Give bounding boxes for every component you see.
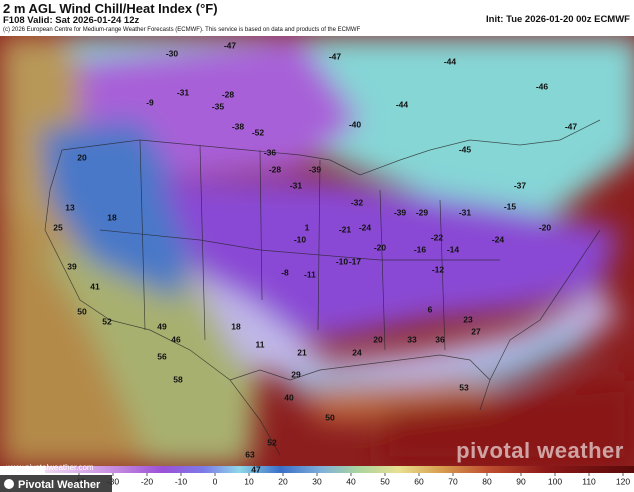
map-value-label: -46 bbox=[536, 81, 549, 91]
map-value-label: 39 bbox=[67, 261, 77, 271]
map-value-label: -32 bbox=[351, 197, 364, 207]
map-value-label: 56 bbox=[157, 351, 167, 361]
map-value-label: -28 bbox=[269, 164, 282, 174]
map-value-label: -39 bbox=[394, 207, 407, 217]
colorbar-tick-label: 10 bbox=[244, 476, 254, 486]
logo: Pivotal Weather bbox=[18, 479, 101, 491]
website: www.pivotalweather.com bbox=[5, 463, 94, 472]
colorbar-tick-label: 80 bbox=[482, 476, 492, 486]
map-value-label: -21 bbox=[339, 224, 352, 234]
map-value-label: -20 bbox=[539, 222, 552, 232]
map-value-label: 20 bbox=[373, 334, 383, 344]
map-value-label: -37 bbox=[514, 180, 527, 190]
map-value-label: 18 bbox=[231, 321, 241, 331]
map-value-label: -17 bbox=[349, 256, 362, 266]
map-value-label: 27 bbox=[471, 326, 481, 336]
map-value-label: -35 bbox=[212, 101, 225, 111]
map-value-label: -22 bbox=[431, 232, 444, 242]
colorbar-tick-label: 100 bbox=[548, 476, 562, 486]
map-value-label: -47 bbox=[565, 121, 578, 131]
colorbar-tick-label: 110 bbox=[582, 476, 596, 486]
init-time: Init: Tue 2026-01-20 00z ECMWF bbox=[486, 14, 630, 25]
map-value-label: -39 bbox=[309, 164, 322, 174]
colorbar-tick-label: -10 bbox=[175, 476, 188, 486]
map-value-label: -47 bbox=[329, 51, 342, 61]
colorbar-tick-label: 120 bbox=[616, 476, 630, 486]
map-value-label: 29 bbox=[291, 369, 301, 379]
map-value-label: 25 bbox=[53, 222, 63, 232]
colorbar-tick-label: 0 bbox=[213, 476, 218, 486]
map-value-label: -10 bbox=[294, 234, 307, 244]
map-value-label: -30 bbox=[166, 48, 179, 58]
map-value-label: -16 bbox=[414, 244, 427, 254]
map-value-label: 40 bbox=[284, 392, 294, 402]
map-value-label: 41 bbox=[90, 281, 100, 291]
map-value-label: -31 bbox=[459, 207, 472, 217]
map-value-label: 52 bbox=[267, 437, 277, 447]
colorbar-tick-label: -20 bbox=[141, 476, 154, 486]
map-value-label: 50 bbox=[77, 306, 87, 316]
map-value-label: 49 bbox=[157, 321, 167, 331]
map-value-label: 52 bbox=[102, 316, 112, 326]
map-value-label: 21 bbox=[297, 347, 307, 357]
colorbar-tick-label: -30 bbox=[107, 476, 120, 486]
map-value-label: -12 bbox=[432, 264, 445, 274]
watermark: pivotal weather bbox=[456, 438, 624, 463]
map-value-label: -31 bbox=[290, 180, 303, 190]
map-value-label: 13 bbox=[65, 202, 75, 212]
map-value-label: 18 bbox=[107, 212, 117, 222]
map-value-label: 36 bbox=[435, 334, 445, 344]
map-value-label: 53 bbox=[459, 382, 469, 392]
map-value-label: -20 bbox=[374, 242, 387, 252]
colorbar-tick-label: 90 bbox=[516, 476, 526, 486]
map-value-label: -24 bbox=[492, 234, 505, 244]
map-value-label: 47 bbox=[251, 464, 261, 474]
logo-box bbox=[0, 475, 112, 492]
map-value-label: -31 bbox=[177, 87, 190, 97]
map-value-label: -10 bbox=[336, 256, 349, 266]
map-value-label: -40 bbox=[349, 119, 362, 129]
map-value-label: 24 bbox=[352, 347, 362, 357]
colorbar bbox=[45, 466, 634, 473]
map-value-label: 1 bbox=[305, 222, 310, 232]
map-field bbox=[0, 36, 634, 466]
map-value-label: 6 bbox=[428, 304, 433, 314]
map-value-label: -14 bbox=[447, 244, 460, 254]
map-value-label: -38 bbox=[232, 121, 245, 131]
valid-time: F108 Valid: Sat 2026-01-24 12z bbox=[3, 15, 140, 26]
map-value-label: 58 bbox=[173, 374, 183, 384]
map-value-label: 20 bbox=[77, 152, 87, 162]
header: 2 m AGL Wind Chill/Heat Index (°F) F108 … bbox=[0, 0, 634, 36]
map-value-label: -15 bbox=[504, 201, 517, 211]
map-value-label: -29 bbox=[416, 207, 429, 217]
colorbar-tick-label: 20 bbox=[278, 476, 288, 486]
map-value-label: -44 bbox=[444, 56, 457, 66]
copyright: (c) 2026 European Centre for Medium-rang… bbox=[3, 27, 361, 33]
map-value-label: -9 bbox=[146, 97, 154, 107]
map-value-label: 11 bbox=[256, 339, 265, 349]
map-value-label: -52 bbox=[252, 127, 265, 137]
logo-icon bbox=[4, 479, 14, 489]
map-value-label: 23 bbox=[463, 314, 473, 324]
map-value-label: -8 bbox=[281, 267, 289, 277]
map-value-label: -47 bbox=[224, 40, 237, 50]
colorbar-tick-label: 50 bbox=[380, 476, 390, 486]
map-value-label: 50 bbox=[325, 412, 335, 422]
title: 2 m AGL Wind Chill/Heat Index (°F) bbox=[3, 1, 218, 16]
map-value-label: -36 bbox=[264, 147, 277, 157]
map-value-label: -44 bbox=[396, 99, 409, 109]
map-value-label: 33 bbox=[407, 334, 417, 344]
colorbar-tick-label: 30 bbox=[312, 476, 322, 486]
map-value-label: -45 bbox=[459, 144, 472, 154]
map-value-label: -28 bbox=[222, 89, 235, 99]
colorbar-tick-label: 70 bbox=[448, 476, 458, 486]
map-value-label: 63 bbox=[245, 449, 255, 459]
map-value-label: -24 bbox=[359, 222, 372, 232]
colorbar-tick-label: 60 bbox=[414, 476, 424, 486]
colorbar-tick-label: 40 bbox=[346, 476, 356, 486]
map-value-label: 46 bbox=[171, 334, 181, 344]
map-value-label: -11 bbox=[304, 269, 316, 279]
